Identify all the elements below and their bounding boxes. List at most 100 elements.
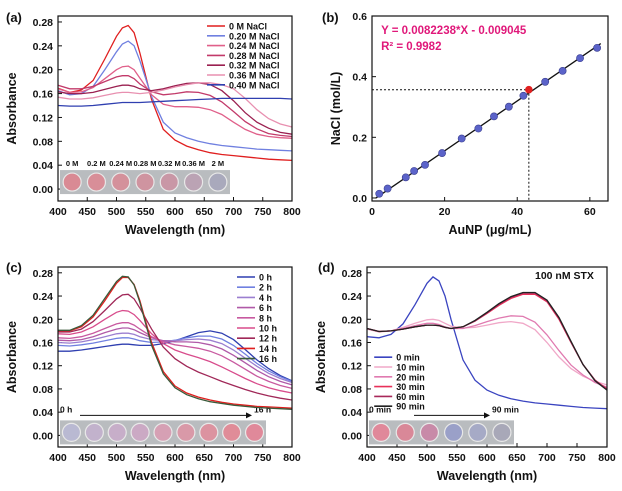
y-tick-label: 0.20 — [342, 314, 363, 326]
x-tick-label: 650 — [195, 206, 213, 218]
legend-label: 0.36 M NaCl — [229, 71, 280, 81]
inset-well — [107, 422, 127, 442]
data-point — [438, 149, 446, 157]
inset-well — [176, 422, 196, 442]
x-tick-label: 600 — [166, 206, 184, 218]
inset-label: 16 h — [254, 404, 271, 414]
x-tick-label: 400 — [358, 452, 376, 464]
inset-well — [183, 172, 204, 192]
inset-well — [86, 172, 107, 192]
data-point — [519, 91, 528, 100]
y-tick-label: 0.28 — [33, 268, 54, 280]
legend-label: 0.24 M NaCl — [229, 41, 280, 51]
panel-label: (b) — [322, 10, 339, 25]
inset-well — [468, 422, 488, 442]
y-tick-label: 0.20 — [33, 65, 54, 77]
x-tick-label: 550 — [137, 206, 155, 218]
inset-arrowhead — [484, 412, 490, 419]
highlight-point — [525, 85, 533, 94]
series-line — [58, 276, 293, 409]
inset-photo — [369, 420, 514, 445]
inset-label: 0.36 M — [182, 159, 205, 168]
y-tick-label: 0.00 — [33, 430, 54, 442]
inset-label: 90 min — [492, 404, 519, 414]
y-tick-label: 0.16 — [33, 337, 54, 349]
y-tick-label: 0.24 — [342, 291, 363, 303]
x-tick-label: 700 — [225, 206, 243, 218]
inset-well — [371, 422, 391, 442]
x-tick-label: 650 — [508, 452, 526, 464]
inset-well — [153, 422, 173, 442]
x-tick-label: 750 — [254, 452, 272, 464]
x-tick-label: 800 — [283, 452, 301, 464]
data-point — [383, 184, 392, 193]
legend-label: 20 min — [396, 372, 425, 382]
legend-label: 0 h — [259, 273, 272, 283]
fit-line — [375, 43, 602, 199]
inset-well — [159, 172, 179, 192]
data-point — [401, 173, 410, 182]
y-tick-label: 0.12 — [33, 361, 54, 373]
data-point — [457, 134, 466, 143]
legend-label: 12 h — [259, 334, 277, 344]
inset-label: 0 min — [369, 404, 391, 414]
y-tick-label: 0.16 — [33, 89, 54, 101]
x-tick-label: 450 — [388, 452, 406, 464]
series-line — [366, 276, 608, 410]
panel-label: (a) — [6, 10, 22, 25]
x-tick-label: 750 — [254, 206, 272, 218]
inset-label: 2 M — [212, 159, 225, 168]
legend-label: 4 h — [259, 293, 272, 303]
series-line — [57, 327, 293, 386]
inset-well — [199, 422, 219, 442]
data-point — [421, 161, 429, 169]
series-line — [58, 330, 293, 382]
series-line — [57, 24, 293, 162]
y-axis-label: Absorbance — [5, 321, 19, 393]
x-tick-label: 550 — [137, 452, 155, 464]
r-squared: R² = 0.9982 — [381, 41, 441, 53]
x-tick-label: 400 — [49, 452, 67, 464]
x-tick-label: 600 — [478, 452, 496, 464]
data-point — [576, 54, 584, 63]
y-tick-label: 0.6 — [352, 11, 367, 23]
panel-4: (d) 400 450 500 550 600 650 700 750 800 0.00 0.04 0.… — [314, 260, 616, 483]
y-tick-label: 0.24 — [33, 41, 54, 53]
plot-frame — [57, 15, 293, 202]
inset-well — [61, 422, 82, 442]
data-point — [490, 112, 498, 121]
y-tick-label: 0.4 — [352, 72, 367, 84]
inset-label: 0 M — [66, 159, 79, 168]
plot-frame — [366, 266, 608, 448]
y-tick-label: 0.20 — [33, 314, 54, 326]
legend-label: 0.40 M NaCl — [229, 80, 280, 90]
inset-well — [443, 422, 464, 442]
plot-frame — [371, 15, 609, 202]
x-tick-label: 550 — [448, 452, 466, 464]
legend-label: 16 h — [259, 354, 277, 364]
y-tick-label: 0.00 — [342, 430, 363, 442]
y-tick-label: 0.04 — [33, 160, 54, 172]
x-tick-label: 400 — [49, 206, 67, 218]
y-tick-label: 0.28 — [342, 268, 363, 280]
x-tick-label: 40 — [511, 206, 523, 218]
series-line — [57, 75, 293, 138]
inset-well — [492, 422, 512, 442]
series-line — [57, 322, 293, 390]
legend-label: 0.28 M NaCl — [229, 51, 280, 61]
panel-label: (c) — [6, 260, 22, 275]
inset-well — [111, 172, 131, 192]
inset-well — [62, 172, 82, 192]
series-line — [58, 275, 293, 410]
inset-arrowhead — [246, 412, 252, 419]
x-tick-label: 500 — [108, 452, 126, 464]
inset-well — [244, 422, 265, 442]
inset-well — [419, 422, 440, 442]
y-tick-label: 0.24 — [33, 291, 54, 303]
y-axis-label: Absorbance — [314, 321, 328, 393]
legend-label: 8 h — [259, 313, 272, 323]
series-line — [57, 40, 293, 152]
panel-label: (d) — [318, 260, 335, 275]
x-tick-label: 450 — [78, 206, 96, 218]
